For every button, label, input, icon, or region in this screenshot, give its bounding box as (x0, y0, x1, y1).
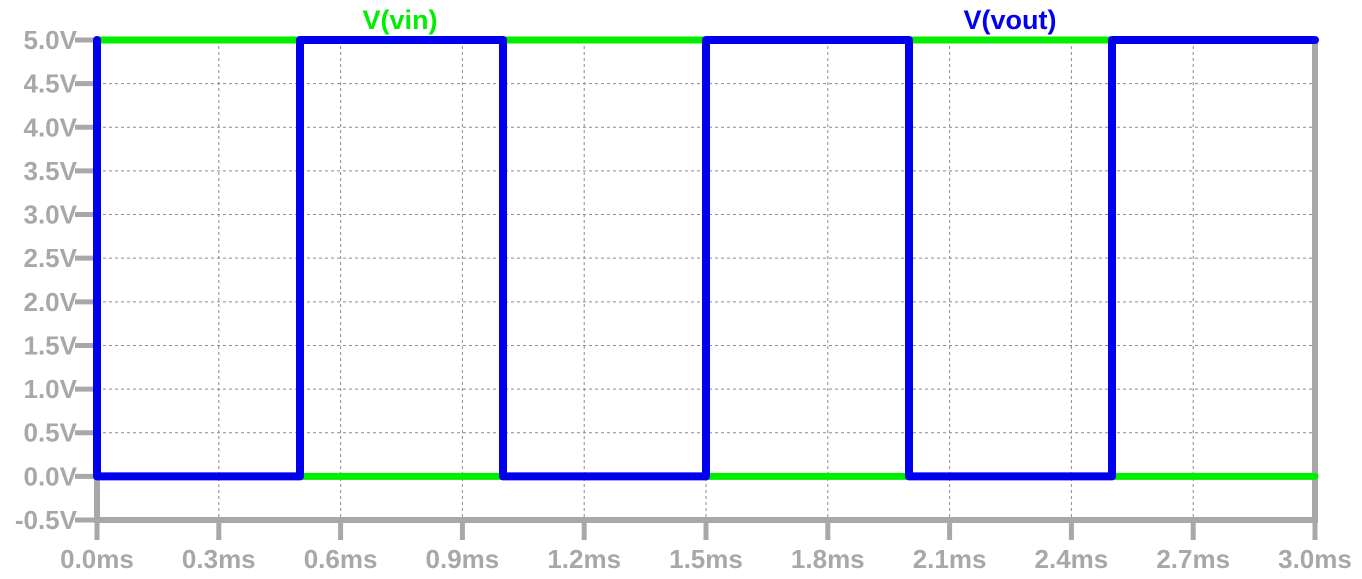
x-tick-label: 1.5ms (669, 544, 743, 574)
x-tick-label: 2.7ms (1156, 544, 1230, 574)
x-tick-label: 1.8ms (791, 544, 865, 574)
x-tick-label: 0.9ms (426, 544, 500, 574)
series-lines (93, 36, 1319, 481)
x-tick-label: 3.0ms (1278, 544, 1352, 574)
x-tick-label: 0.6ms (304, 544, 378, 574)
tick-labels: 5.0V 4.5V 4.0V 3.5V 3.0V 2.5V 2.0V 1.5V 1.0V 0.5V… (15, 25, 1352, 574)
y-tick-label: -0.5V (15, 505, 78, 535)
y-tick-label: 3.5V (24, 156, 78, 186)
y-tick-label: 0.0V (24, 461, 78, 491)
x-tick-label: 2.1ms (913, 544, 987, 574)
x-tick-label: 1.2ms (547, 544, 621, 574)
axes (75, 37, 1318, 540)
x-tick-label: 0.0ms (60, 544, 134, 574)
y-tick-label: 4.0V (24, 112, 78, 142)
y-tick-label: 0.5V (24, 418, 78, 448)
legend-item-v-vout: V(vout) (964, 5, 1057, 35)
y-tick-label: 5.0V (24, 25, 78, 55)
x-tick-label: 2.4ms (1035, 544, 1109, 574)
y-tick-label: 4.5V (24, 69, 78, 99)
y-tick-label: 3.0V (24, 200, 78, 230)
y-tick-label: 2.0V (24, 287, 78, 317)
series-line-v-vout (93, 36, 1319, 481)
y-tick-label: 2.5V (24, 243, 78, 273)
legend-item-v-vin: V(vin) (362, 5, 437, 35)
y-tick-label: 1.0V (24, 374, 78, 404)
legend: V(vin) V(vout) (362, 5, 1056, 35)
x-tick-label: 0.3ms (182, 544, 256, 574)
y-tick-label: 1.5V (24, 330, 78, 360)
